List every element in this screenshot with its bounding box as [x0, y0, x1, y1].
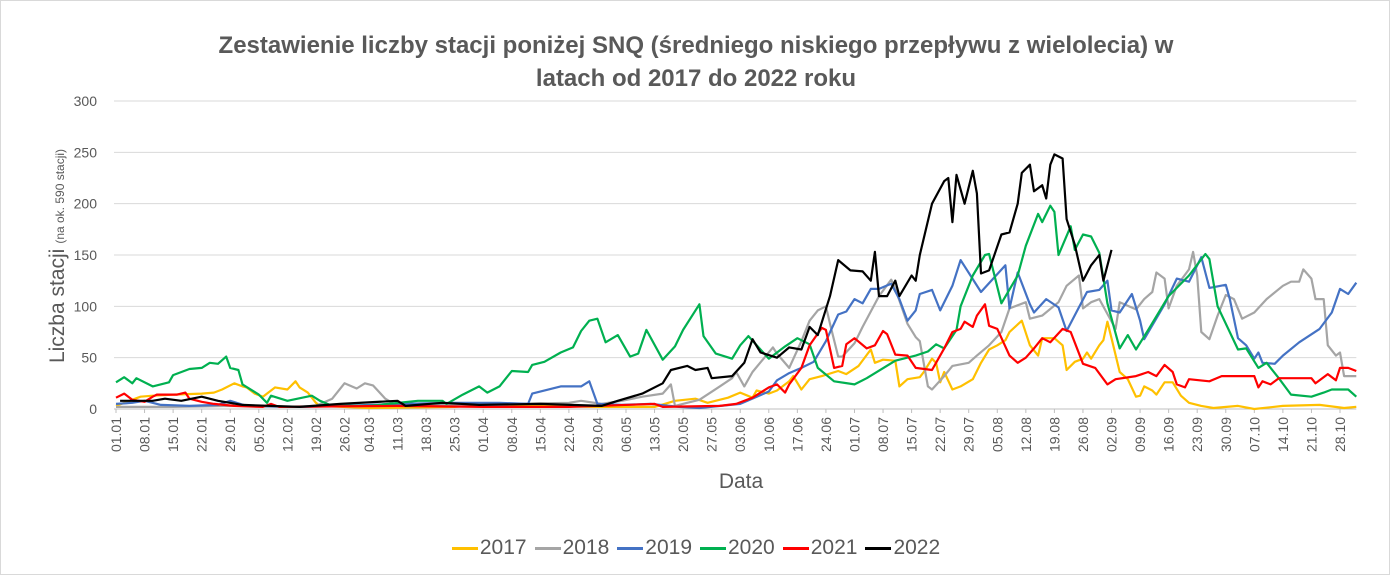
legend-label: 2021 [810, 536, 858, 559]
legend-label: 2020 [728, 536, 775, 559]
y-tick-label: 250 [74, 144, 98, 160]
gridlines [114, 100, 1357, 410]
x-tick-label: 19.02 [308, 417, 324, 452]
legend-label: 2022 [893, 536, 941, 559]
series-line-2020 [115, 204, 1358, 407]
legend-item-2020: 2020 [700, 536, 775, 560]
legend-swatch [865, 546, 892, 550]
chart-title-line-2: latach od 2017 do 2022 roku [535, 65, 857, 92]
x-tick-label: 05.08 [989, 417, 1005, 452]
y-axis-title: Liczba stacji (na ok. 590 stacji) [46, 149, 69, 363]
x-tick-label: 09.09 [1132, 417, 1148, 452]
x-tick-label: 08.01 [137, 417, 153, 452]
legend-label: 2017 [479, 536, 527, 559]
legend-item-2019: 2019 [617, 536, 692, 560]
legend-item-2022: 2022 [865, 536, 940, 560]
x-tick-label: 01.04 [475, 417, 491, 452]
x-tick-label: 12.08 [1018, 417, 1034, 452]
x-tick-label: 22.01 [194, 417, 210, 452]
x-tick-label: 22.04 [561, 417, 577, 452]
x-tick-label: 23.09 [1189, 417, 1205, 452]
series-lines [115, 153, 1358, 411]
legend-label: 2018 [562, 536, 610, 559]
y-axis-ticks: 0 50 100 150 200 250 300 [74, 93, 98, 417]
legend-item-2021: 2021 [782, 536, 858, 560]
x-tick-label: 27.05 [704, 417, 720, 452]
x-tick-label: 08.04 [504, 417, 520, 452]
x-tick-label: 29.07 [961, 417, 977, 452]
x-tick-label: 28.10 [1332, 417, 1348, 452]
legend-swatch [534, 546, 561, 550]
x-tick-label: 17.06 [789, 417, 805, 452]
y-tick-label: 50 [81, 350, 97, 366]
x-tick-label: 02.09 [1104, 417, 1120, 452]
series-line-2017 [115, 319, 1357, 411]
y-tick-label: 100 [74, 298, 98, 314]
legend-swatch [782, 546, 809, 550]
x-tick-label: 10.06 [761, 417, 777, 452]
x-tick-label: 25.03 [447, 417, 463, 452]
x-axis-title: Data [719, 470, 764, 493]
x-tick-label: 16.09 [1161, 417, 1177, 452]
x-tick-label: 11.03 [390, 417, 406, 451]
y-tick-label: 150 [74, 247, 98, 263]
x-tick-label: 06.05 [618, 417, 634, 452]
x-tick-label: 08.07 [875, 417, 891, 452]
series-line-2018 [116, 250, 1357, 408]
series-line-2022 [120, 153, 1113, 408]
legend-swatch [451, 546, 478, 550]
x-tick-label: 07.10 [1246, 417, 1262, 452]
x-tick-label: 26.02 [336, 417, 352, 452]
x-tick-label: 14.10 [1275, 417, 1291, 452]
x-tick-label: 20.05 [675, 417, 691, 452]
y-axis-note: (na ok. 590 stacji) [53, 149, 67, 244]
legend: 2017 2018 2019 2020 2021 2022 [1, 536, 1389, 560]
y-tick-label: 300 [74, 93, 98, 109]
chart-title-line-1: Zestawienie liczby stacji poniżej SNQ (ś… [218, 32, 1174, 59]
x-tick-label: 12.02 [279, 417, 295, 452]
x-tick-label: 19.08 [1046, 417, 1062, 452]
x-tick-label: 03.06 [732, 417, 748, 452]
x-tick-label: 30.09 [1218, 417, 1234, 452]
y-tick-label: 200 [74, 196, 98, 212]
x-tick-label: 18.03 [418, 417, 434, 452]
legend-swatch [700, 546, 726, 550]
x-tick-label: 04.03 [361, 417, 377, 452]
x-tick-label: 15.07 [904, 417, 920, 452]
y-tick-label: 0 [89, 401, 97, 417]
x-tick-label: 24.06 [818, 417, 834, 452]
legend-swatch [617, 546, 644, 550]
x-tick-label: 29.01 [222, 417, 238, 452]
x-tick-label: 01.01 [108, 417, 124, 452]
y-axis-label: Liczba stacji [46, 249, 69, 363]
x-tick-label: 29.04 [589, 417, 605, 452]
x-tick-label: 21.10 [1303, 417, 1319, 452]
x-axis-ticks: 01.01 08.01 15.01 22.01 29.01 05.02 12.02 19.02… [108, 409, 1348, 452]
series-line-2021 [115, 303, 1357, 408]
legend-item-2017: 2017 [451, 536, 527, 560]
x-tick-label: 01.07 [846, 417, 862, 452]
x-tick-label: 15.04 [532, 417, 548, 452]
x-tick-label: 22.07 [932, 417, 948, 452]
x-tick-label: 15.01 [165, 417, 181, 452]
x-tick-label: 26.08 [1075, 417, 1091, 452]
legend-item-2018: 2018 [534, 536, 610, 560]
legend-label: 2019 [645, 536, 692, 559]
chart-title: Zestawienie liczby stacji poniżej SNQ (ś… [1, 29, 1389, 95]
series-line-2019 [115, 256, 1358, 410]
x-tick-label: 05.02 [251, 417, 267, 452]
x-tick-label: 13.05 [647, 417, 663, 452]
